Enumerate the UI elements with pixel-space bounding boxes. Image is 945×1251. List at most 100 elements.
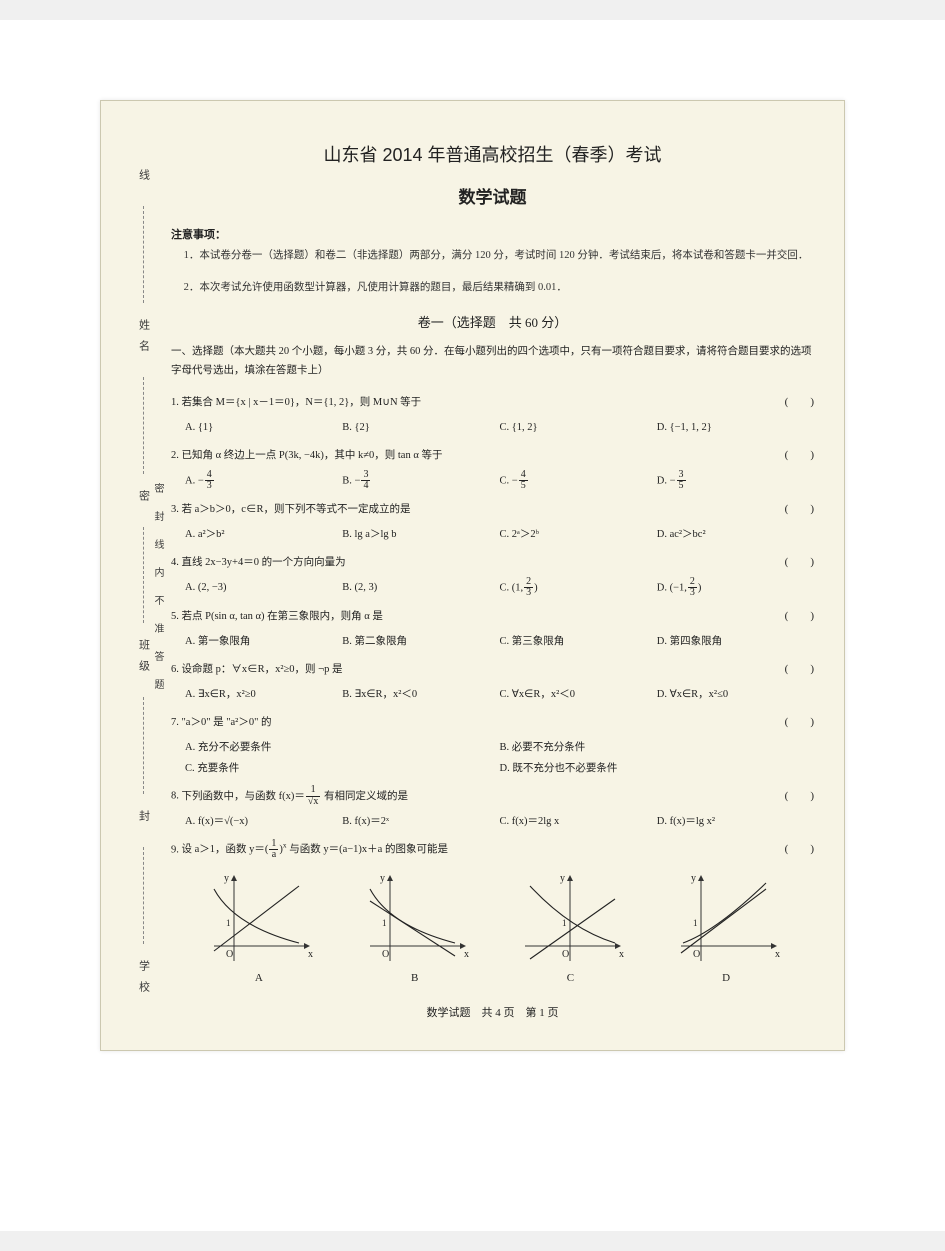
dashed-line	[143, 847, 144, 944]
page-footer: 数学试题 共 4 页 第 1 页	[171, 1004, 814, 1020]
option: C. f(x)＝2lg x	[500, 811, 657, 832]
q-num: 3.	[171, 504, 182, 515]
svg-text:O: O	[562, 949, 569, 960]
chart-b: x y O 1 B	[360, 871, 470, 984]
question-1: 1. 若集合 M＝{x | x－1＝0}，N＝{1, 2}，则 M∪N 等于 (…	[171, 391, 814, 413]
options-q8: A. f(x)＝√(−x) B. f(x)＝2ˣ C. f(x)＝2lg x D…	[171, 811, 814, 832]
answer-paren: ( )	[767, 658, 814, 680]
question-2: 2. 已知角 α 终边上一点 P(3k, −4k)，其中 k≠0，则 tan α…	[171, 444, 814, 466]
option: D. −35	[657, 470, 814, 492]
chart-c: x y O 1 C	[515, 871, 625, 984]
svg-text:x: x	[464, 949, 469, 960]
question-3: 3. 若 a＞b＞0，c∈R，则下列不等式不一定成立的是 ( )	[171, 498, 814, 520]
options-q7: A. 充分不必要条件 B. 必要不充分条件 C. 充要条件 D. 既不充分也不必…	[171, 737, 814, 779]
sidebar-inner-text: 密封线内不准答题	[151, 221, 165, 970]
option: B. {2}	[342, 417, 499, 438]
svg-text:y: y	[691, 873, 696, 884]
svg-text:1: 1	[693, 918, 698, 928]
answer-paren: ( )	[767, 711, 814, 733]
q-num: 2.	[171, 450, 182, 461]
option: A. (2, −3)	[185, 577, 342, 599]
q-text: 若点 P(sin α, tan α) 在第三象限内，则角 α 是	[182, 611, 383, 622]
chart-label: A	[255, 972, 263, 984]
chart-label: C	[567, 972, 574, 984]
options-q4: A. (2, −3) B. (2, 3) C. (1,23) D. (−1,23…	[171, 577, 814, 599]
option: A. f(x)＝√(−x)	[185, 811, 342, 832]
exam-paper: 线 姓名 密 班级 封 学校 密封线内不准答题 山东省 2014 年普通高校招生…	[100, 100, 845, 1051]
graph-svg: x y O 1	[360, 871, 470, 966]
question-7: 7. "a＞0" 是 "a²＞0" 的 ( )	[171, 711, 814, 733]
q-num: 1.	[171, 397, 182, 408]
chart-row: x y O 1 A x y O 1	[171, 871, 814, 984]
svg-text:O: O	[693, 949, 700, 960]
option: D. ∀x∈R，x²≤0	[657, 684, 814, 705]
option: A. a²＞b²	[185, 524, 342, 545]
q-num: 8.	[171, 791, 182, 802]
svg-text:O: O	[226, 949, 233, 960]
q-num: 6.	[171, 664, 182, 675]
option: A. −43	[185, 470, 342, 492]
options-q6: A. ∃x∈R，x²≥0 B. ∃x∈R，x²＜0 C. ∀x∈R，x²＜0 D…	[171, 684, 814, 705]
dashed-line	[143, 697, 144, 794]
section-desc: 一、选择题（本大题共 20 个小题，每小题 3 分，共 60 分．在每小题列出的…	[171, 343, 814, 381]
question-5: 5. 若点 P(sin α, tan α) 在第三象限内，则角 α 是 ( )	[171, 605, 814, 627]
option: D. 既不充分也不必要条件	[500, 758, 815, 779]
svg-text:y: y	[224, 873, 229, 884]
dashed-line	[143, 527, 144, 624]
option: C. 充要条件	[185, 758, 500, 779]
svg-text:1: 1	[226, 918, 231, 928]
q-num: 7.	[171, 717, 182, 728]
q-text: 设命题 p：∀x∈R，x²≥0，则 ¬p 是	[182, 664, 343, 675]
notice-1: 1．本试卷分卷一（选择题）和卷二（非选择题）两部分，满分 120 分，考试时间 …	[171, 246, 814, 266]
q-text: 已知角 α 终边上一点 P(3k, −4k)，其中 k≠0，则 tan α 等于	[182, 450, 443, 461]
graph-svg: x y O 1	[204, 871, 314, 966]
option: C. 第三象限角	[500, 631, 657, 652]
option: D. {−1, 1, 2}	[657, 417, 814, 438]
svg-text:O: O	[382, 949, 389, 960]
options-q2: A. −43 B. −34 C. −45 D. −35	[171, 470, 814, 492]
option: A. ∃x∈R，x²≥0	[185, 684, 342, 705]
svg-text:y: y	[560, 873, 565, 884]
answer-paren: ( )	[767, 838, 814, 860]
options-q5: A. 第一象限角 B. 第二象限角 C. 第三象限角 D. 第四象限角	[171, 631, 814, 652]
sidebar-field: 姓名	[136, 319, 152, 361]
svg-text:x: x	[775, 949, 780, 960]
question-6: 6. 设命题 p：∀x∈R，x²≥0，则 ¬p 是 ( )	[171, 658, 814, 680]
option: A. {1}	[185, 417, 342, 438]
answer-paren: ( )	[767, 498, 814, 520]
sidebar-field: 学校	[136, 960, 152, 1002]
question-8: 8. 下列函数中，与函数 f(x)＝1√x 有相同定义域的是 ( )	[171, 785, 814, 808]
q-num: 9.	[171, 844, 182, 855]
option: A. 第一象限角	[185, 631, 342, 652]
dashed-line	[143, 206, 144, 303]
q-text: 设 a＞1，函数 y＝(1a)x 与函数 y＝(a−1)x＋a 的图象可能是	[182, 844, 448, 855]
question-9: 9. 设 a＞1，函数 y＝(1a)x 与函数 y＝(a−1)x＋a 的图象可能…	[171, 838, 814, 861]
svg-text:y: y	[380, 873, 385, 884]
option: B. f(x)＝2ˣ	[342, 811, 499, 832]
sidebar-field: 线	[136, 169, 152, 190]
dashed-line	[143, 377, 144, 474]
option: B. lg a＞lg b	[342, 524, 499, 545]
answer-paren: ( )	[767, 605, 814, 627]
notice-label: 注意事项：	[171, 226, 814, 242]
notice-2: 2．本次考试允许使用函数型计算器，凡使用计算器的题目，最后结果精确到 0.01．	[171, 278, 814, 298]
option: D. f(x)＝lg x²	[657, 811, 814, 832]
answer-paren: ( )	[767, 444, 814, 466]
q-text: 若集合 M＝{x | x－1＝0}，N＝{1, 2}，则 M∪N 等于	[182, 397, 422, 408]
svg-text:1: 1	[382, 918, 387, 928]
options-q1: A. {1} B. {2} C. {1, 2} D. {−1, 1, 2}	[171, 417, 814, 438]
q-text: "a＞0" 是 "a²＞0" 的	[182, 717, 272, 728]
option: C. {1, 2}	[500, 417, 657, 438]
option: B. −34	[342, 470, 499, 492]
question-4: 4. 直线 2x−3y+4＝0 的一个方向向量为 ( )	[171, 551, 814, 573]
option: C. −45	[500, 470, 657, 492]
sidebar-field: 封	[136, 810, 152, 831]
chart-label: B	[411, 972, 418, 984]
page-container: 线 姓名 密 班级 封 学校 密封线内不准答题 山东省 2014 年普通高校招生…	[0, 20, 945, 1231]
option: C. (1,23)	[500, 577, 657, 599]
svg-text:x: x	[308, 949, 313, 960]
option: D. 第四象限角	[657, 631, 814, 652]
answer-paren: ( )	[767, 785, 814, 807]
q-num: 5.	[171, 611, 182, 622]
q-text: 若 a＞b＞0，c∈R，则下列不等式不一定成立的是	[182, 504, 411, 515]
